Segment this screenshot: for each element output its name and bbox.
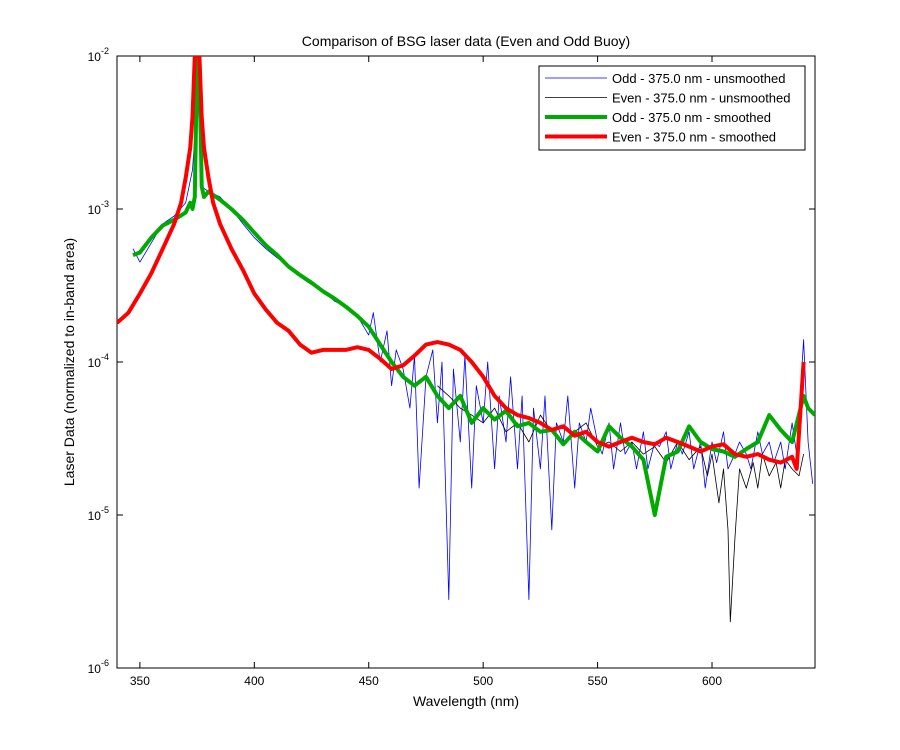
- x-tick-label: 500: [473, 674, 493, 688]
- legend-label-4: Even - 375.0 nm - smoothed: [612, 130, 776, 145]
- series-line-3: [132, 56, 815, 517]
- x-tick-label: 550: [588, 674, 608, 688]
- legend-label-2: Even - 375.0 nm - unsmoothed: [612, 91, 791, 106]
- y-axis-label: Laser Data (normalized to in-band area): [61, 238, 77, 486]
- x-axis-label: Wavelength (nm): [413, 693, 519, 709]
- series-layer: [117, 56, 815, 623]
- x-tick-label: 350: [130, 674, 150, 688]
- x-tick-label: 600: [702, 674, 722, 688]
- y-tick-label: 10-4: [88, 352, 109, 370]
- y-tick-label: 10-5: [88, 505, 109, 523]
- series-line-4: [117, 56, 806, 471]
- plot-area: [116, 55, 816, 669]
- chart-title: Comparison of BSG laser data (Even and O…: [302, 33, 630, 49]
- legend: Odd - 375.0 nm - unsmoothed Even - 375.0 …: [538, 65, 806, 151]
- x-axis: 350 400 450 500 550 600: [130, 56, 722, 688]
- x-tick-label: 400: [244, 674, 264, 688]
- y-tick-label: 10-2: [88, 46, 109, 64]
- x-tick-label: 450: [359, 674, 379, 688]
- legend-label-1: Odd - 375.0 nm - unsmoothed: [612, 71, 785, 86]
- y-tick-label: 10-6: [88, 658, 109, 676]
- y-axis: 10-6 10-5 10-4 10-3 10-2: [88, 46, 815, 676]
- y-tick-label: 10-3: [88, 199, 109, 217]
- legend-label-3: Odd - 375.0 nm - smoothed: [612, 110, 771, 125]
- axes-box: [116, 55, 816, 669]
